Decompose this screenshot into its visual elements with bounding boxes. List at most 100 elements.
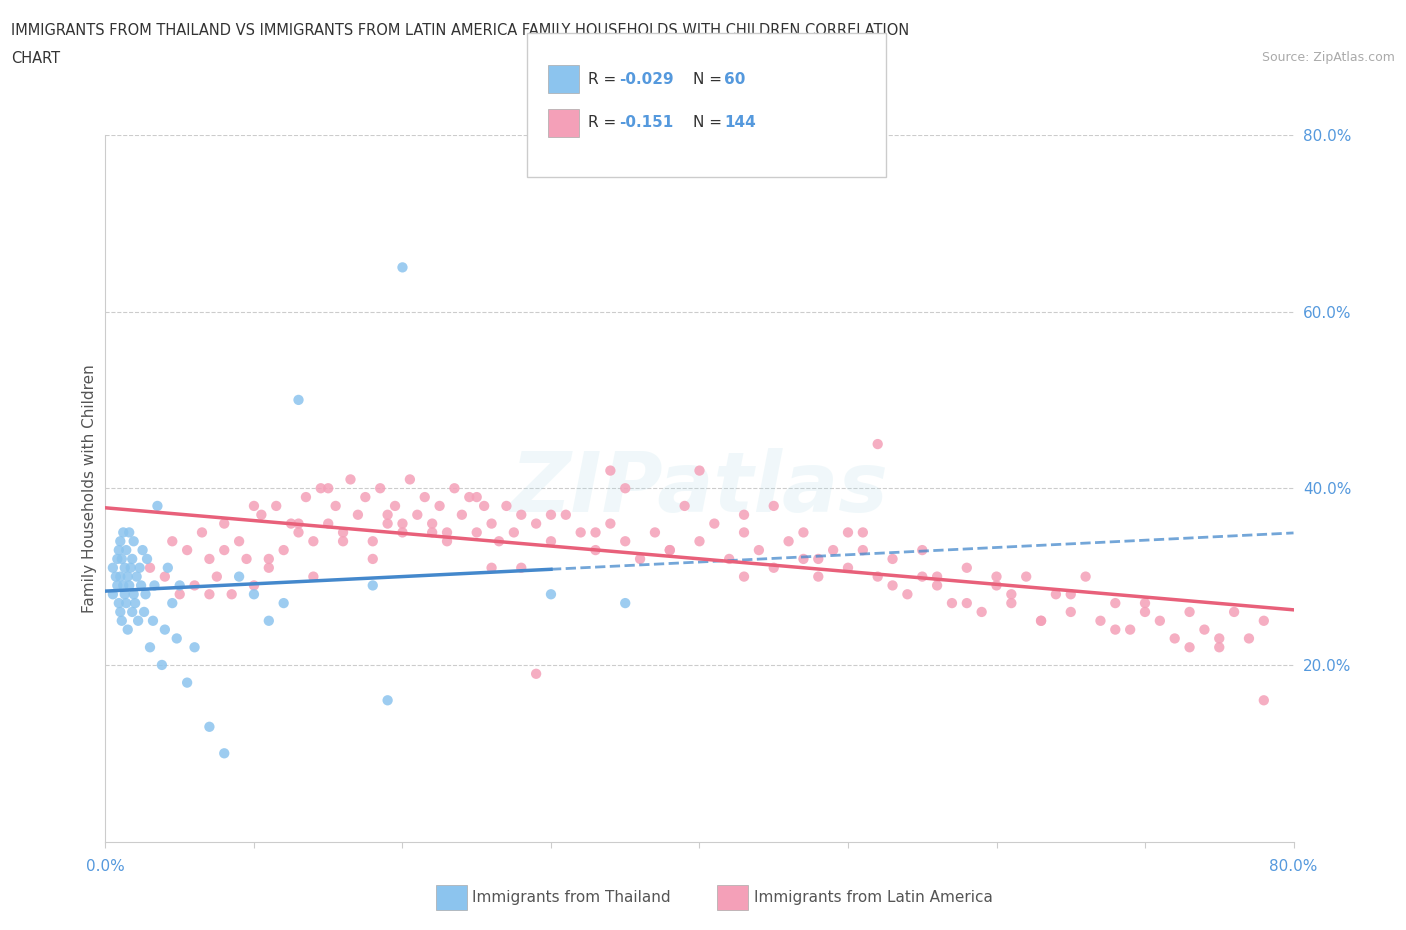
Point <box>1208 640 1230 655</box>
Text: Immigrants from Latin America: Immigrants from Latin America <box>754 890 993 905</box>
Point <box>614 481 637 496</box>
Point <box>823 543 845 558</box>
Point <box>332 534 354 549</box>
Point <box>927 569 949 584</box>
Point <box>361 578 384 593</box>
Point <box>1133 596 1156 611</box>
Point <box>105 578 128 593</box>
Point <box>792 525 814 540</box>
Point <box>347 508 370 523</box>
Point <box>214 746 236 761</box>
Point <box>139 640 162 655</box>
Point <box>1029 614 1052 629</box>
Text: N =: N = <box>693 72 727 86</box>
Point <box>191 525 214 540</box>
Point <box>495 498 517 513</box>
Point <box>1074 569 1097 584</box>
Point <box>429 498 451 513</box>
Point <box>110 534 132 549</box>
Text: R =: R = <box>588 115 621 130</box>
Point <box>465 490 488 505</box>
Point <box>658 543 681 558</box>
Point <box>524 666 547 681</box>
Text: CHART: CHART <box>11 51 60 66</box>
Point <box>540 534 562 549</box>
Point <box>287 392 309 407</box>
Point <box>118 578 141 593</box>
Point <box>510 508 533 523</box>
Point <box>436 534 458 549</box>
Point <box>169 587 191 602</box>
Point <box>176 543 198 558</box>
Point <box>1237 631 1260 646</box>
Point <box>198 551 221 566</box>
Point <box>1060 587 1083 602</box>
Point <box>406 508 429 523</box>
Point <box>198 587 221 602</box>
Point <box>927 578 949 593</box>
Point <box>101 560 124 575</box>
Point <box>114 587 136 602</box>
Point <box>143 578 166 593</box>
Y-axis label: Family Households with Children: Family Households with Children <box>82 364 97 613</box>
Point <box>142 614 165 629</box>
Point <box>183 640 205 655</box>
Point <box>166 631 188 646</box>
Point <box>762 498 785 513</box>
Point <box>524 516 547 531</box>
Point <box>110 604 132 619</box>
Point <box>377 516 399 531</box>
Point <box>391 516 413 531</box>
Point <box>156 560 179 575</box>
Point <box>443 481 465 496</box>
Text: 60: 60 <box>724 72 745 86</box>
Point <box>866 437 889 452</box>
Point <box>399 472 422 487</box>
Point <box>309 481 332 496</box>
Point <box>413 490 436 505</box>
Point <box>339 472 361 487</box>
Point <box>105 551 128 566</box>
Point <box>377 693 399 708</box>
Point <box>117 622 139 637</box>
Point <box>122 587 145 602</box>
Point <box>214 543 236 558</box>
Point <box>481 560 503 575</box>
Point <box>146 498 169 513</box>
Point <box>228 534 250 549</box>
Point <box>273 543 295 558</box>
Point <box>436 525 458 540</box>
Point <box>658 543 681 558</box>
Point <box>673 498 696 513</box>
Point <box>104 569 127 584</box>
Point <box>644 525 666 540</box>
Point <box>1104 622 1126 637</box>
Point <box>131 543 153 558</box>
Point <box>153 569 176 584</box>
Point <box>264 498 287 513</box>
Point <box>361 551 384 566</box>
Point <box>361 534 384 549</box>
Point <box>183 578 205 593</box>
Point <box>866 569 889 584</box>
Point <box>733 508 755 523</box>
Point <box>108 596 131 611</box>
Point <box>807 551 830 566</box>
Point <box>111 614 134 629</box>
Point <box>325 498 347 513</box>
Point <box>250 508 273 523</box>
Point <box>377 508 399 523</box>
Point <box>128 560 150 575</box>
Point <box>703 516 725 531</box>
Point <box>110 569 132 584</box>
Point <box>115 596 138 611</box>
Point <box>132 604 155 619</box>
Point <box>733 525 755 540</box>
Point <box>124 596 146 611</box>
Point <box>733 569 755 584</box>
Point <box>302 534 325 549</box>
Point <box>1178 604 1201 619</box>
Point <box>837 525 859 540</box>
Point <box>465 525 488 540</box>
Point <box>118 525 141 540</box>
